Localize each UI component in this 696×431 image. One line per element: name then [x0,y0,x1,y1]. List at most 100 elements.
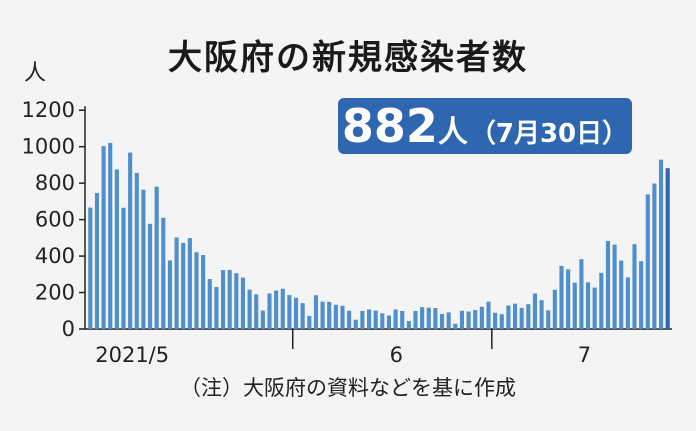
bar [240,277,246,329]
bar [639,261,644,329]
bar [287,295,292,329]
bar [187,238,192,329]
bar [101,146,106,329]
bar [373,310,378,329]
bar [227,269,232,329]
bar [612,244,617,329]
bar [446,312,451,329]
bar [532,293,538,329]
bar [473,310,478,329]
bar [134,172,139,329]
bar [353,319,358,329]
y-tick-label: 1000 [22,135,75,159]
bar [566,269,571,329]
bar [201,254,206,329]
bar [552,289,557,329]
bar [579,259,584,329]
bar [267,293,272,329]
bar [293,297,299,329]
bar [426,307,431,329]
bar [625,277,630,329]
bar [313,295,319,329]
bar [220,270,226,329]
x-tick-label: 2021/5 [95,343,169,367]
bar [499,314,504,329]
bar [234,273,239,329]
y-tick-label: 800 [35,171,75,195]
y-axis-unit: 人 [24,61,46,86]
bar [194,252,199,329]
x-tick-label: 7 [578,343,591,367]
bar [94,193,100,329]
bar [280,288,285,329]
bar [320,301,325,329]
y-tick-label: 600 [35,208,75,232]
bar [420,307,425,329]
y-tick-label: 0 [62,317,75,341]
bar [512,303,518,329]
bar [121,207,126,329]
bar [366,309,372,329]
latest-value-badge: 882 人 （7月30日） [338,98,632,154]
bar [128,152,133,329]
bar [645,194,650,329]
source-note: （注）大阪府の資料などを基に作成 [180,376,516,400]
y-tick-label: 200 [35,281,75,305]
bar [114,169,119,329]
bar [433,308,438,329]
bar [559,265,564,329]
bar [360,310,365,329]
bar [413,310,418,329]
bar [539,300,544,329]
bar [519,307,524,329]
bar [439,314,445,329]
bar [300,303,305,329]
bar [585,282,591,329]
bar [619,260,624,329]
bar [665,168,670,329]
bar [174,237,179,329]
y-tick-label: 400 [35,244,75,268]
bar [214,287,219,329]
bar [605,240,611,329]
latest-value-date: （7月30日） [469,119,629,149]
bar [479,306,484,329]
bar [506,305,511,329]
bar [459,310,465,329]
bar [154,186,159,329]
bar [181,242,186,329]
bar [546,310,551,329]
bar [493,312,498,329]
bar [333,304,338,329]
bar [108,142,113,329]
x-tick-label: 6 [390,343,403,367]
bar [260,310,265,329]
bar [453,323,458,329]
bar [207,279,212,329]
bar [254,294,259,329]
bar [599,272,604,329]
bar [572,282,577,329]
bar [526,304,531,329]
bar [247,289,252,329]
bar [147,223,153,329]
bar [406,320,411,329]
bar [307,315,312,329]
bar [141,189,146,329]
bar [340,305,345,329]
bar [167,260,173,329]
bar [161,217,166,329]
bar [393,309,398,329]
bar [658,159,664,329]
bar [274,290,279,329]
bar [400,310,405,329]
bar [592,287,597,329]
bar [347,310,352,329]
bar [88,207,93,329]
latest-value-unit: 人 [437,115,468,150]
bar [386,315,392,329]
bar [486,301,491,329]
bar [632,244,637,329]
